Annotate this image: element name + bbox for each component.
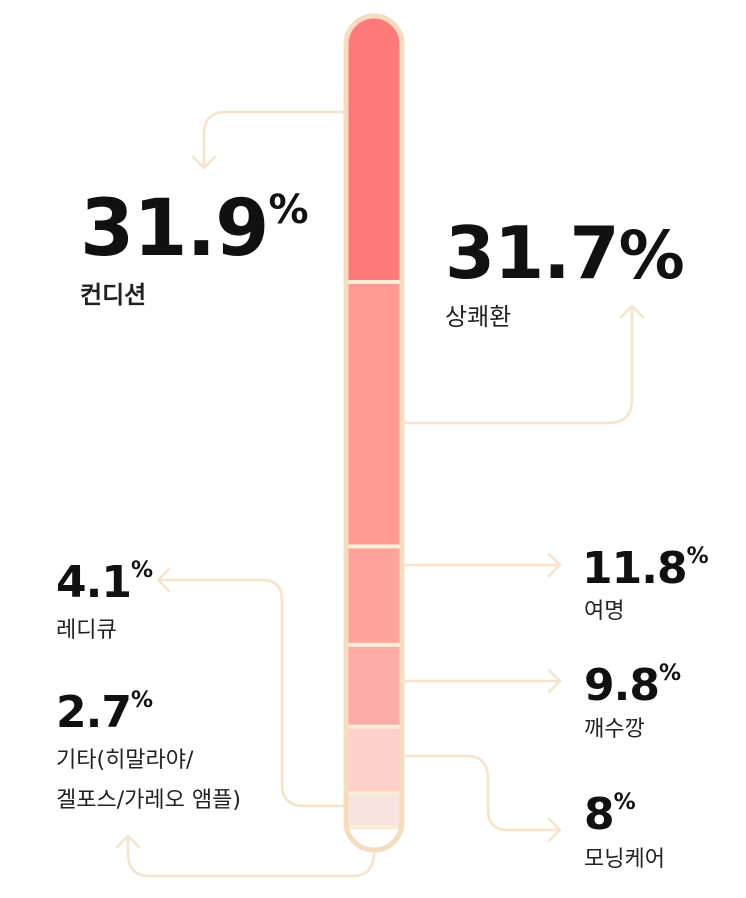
arrow-morningcare <box>547 817 562 843</box>
arrow-kkaesukkang <box>547 668 562 694</box>
connector-readyq <box>156 578 346 808</box>
value-sangkwaehwan: 31.7 <box>445 211 620 295</box>
arrow-sangkwaehwan <box>619 304 645 319</box>
bar-segment-1 <box>346 16 402 283</box>
value-readyq: 4.1 <box>56 557 132 608</box>
percent-sign: % <box>613 790 636 815</box>
label-sangkwaehwan: 31.7% <box>445 217 685 289</box>
bar-segment-4 <box>346 644 402 728</box>
bar-segment-6 <box>346 793 402 828</box>
name-sangkwaehwan: 상쾌환 <box>445 303 512 331</box>
tube-outline <box>343 13 405 853</box>
connector-condition <box>202 110 346 170</box>
name-yeomyeong: 여명 <box>584 599 625 624</box>
label-kkaesukkang: 9.8% <box>584 663 681 708</box>
name-morningcare: 모닝케어 <box>584 847 665 872</box>
value-others: 2.7 <box>56 687 132 738</box>
percent-sign: % <box>268 187 309 233</box>
bar-segment-3 <box>346 546 402 646</box>
percent-sign: % <box>130 688 153 713</box>
percent-sign: % <box>658 661 681 686</box>
arrow-others <box>115 834 141 849</box>
label-yeomyeong: 11.8% <box>582 546 709 591</box>
label-readyq: 4.1% <box>56 560 153 605</box>
percent-sign: % <box>618 217 685 294</box>
value-condition: 31.9 <box>80 184 269 274</box>
name-readyq: 레디큐 <box>56 618 117 643</box>
bar-segment-2 <box>346 282 402 547</box>
percent-sign: % <box>686 544 709 569</box>
label-others: 2.7% <box>56 690 153 735</box>
label-condition: 31.9% <box>80 190 309 268</box>
name-others-line1: 기타(히말라야/ <box>56 748 194 773</box>
arrow-yeomyeong <box>547 552 562 578</box>
name-others-line2: 겔포스/가레오 앰플) <box>56 788 241 813</box>
percent-sign: % <box>130 558 153 583</box>
name-kkaesukkang: 깨수깡 <box>584 717 645 742</box>
value-yeomyeong: 11.8 <box>582 543 688 594</box>
name-condition: 컨디션 <box>80 281 147 309</box>
connector-sangkwaehwan <box>402 304 634 425</box>
tube-segments <box>346 16 402 850</box>
value-morningcare: 8 <box>584 789 615 840</box>
connector-morningcare <box>402 754 562 832</box>
value-kkaesukkang: 9.8 <box>584 660 660 711</box>
arrow-condition <box>191 155 217 170</box>
bar-segment-5 <box>346 726 402 794</box>
connector-others <box>126 834 376 878</box>
label-morningcare: 8% <box>584 792 636 837</box>
arrow-readyq <box>156 567 171 593</box>
